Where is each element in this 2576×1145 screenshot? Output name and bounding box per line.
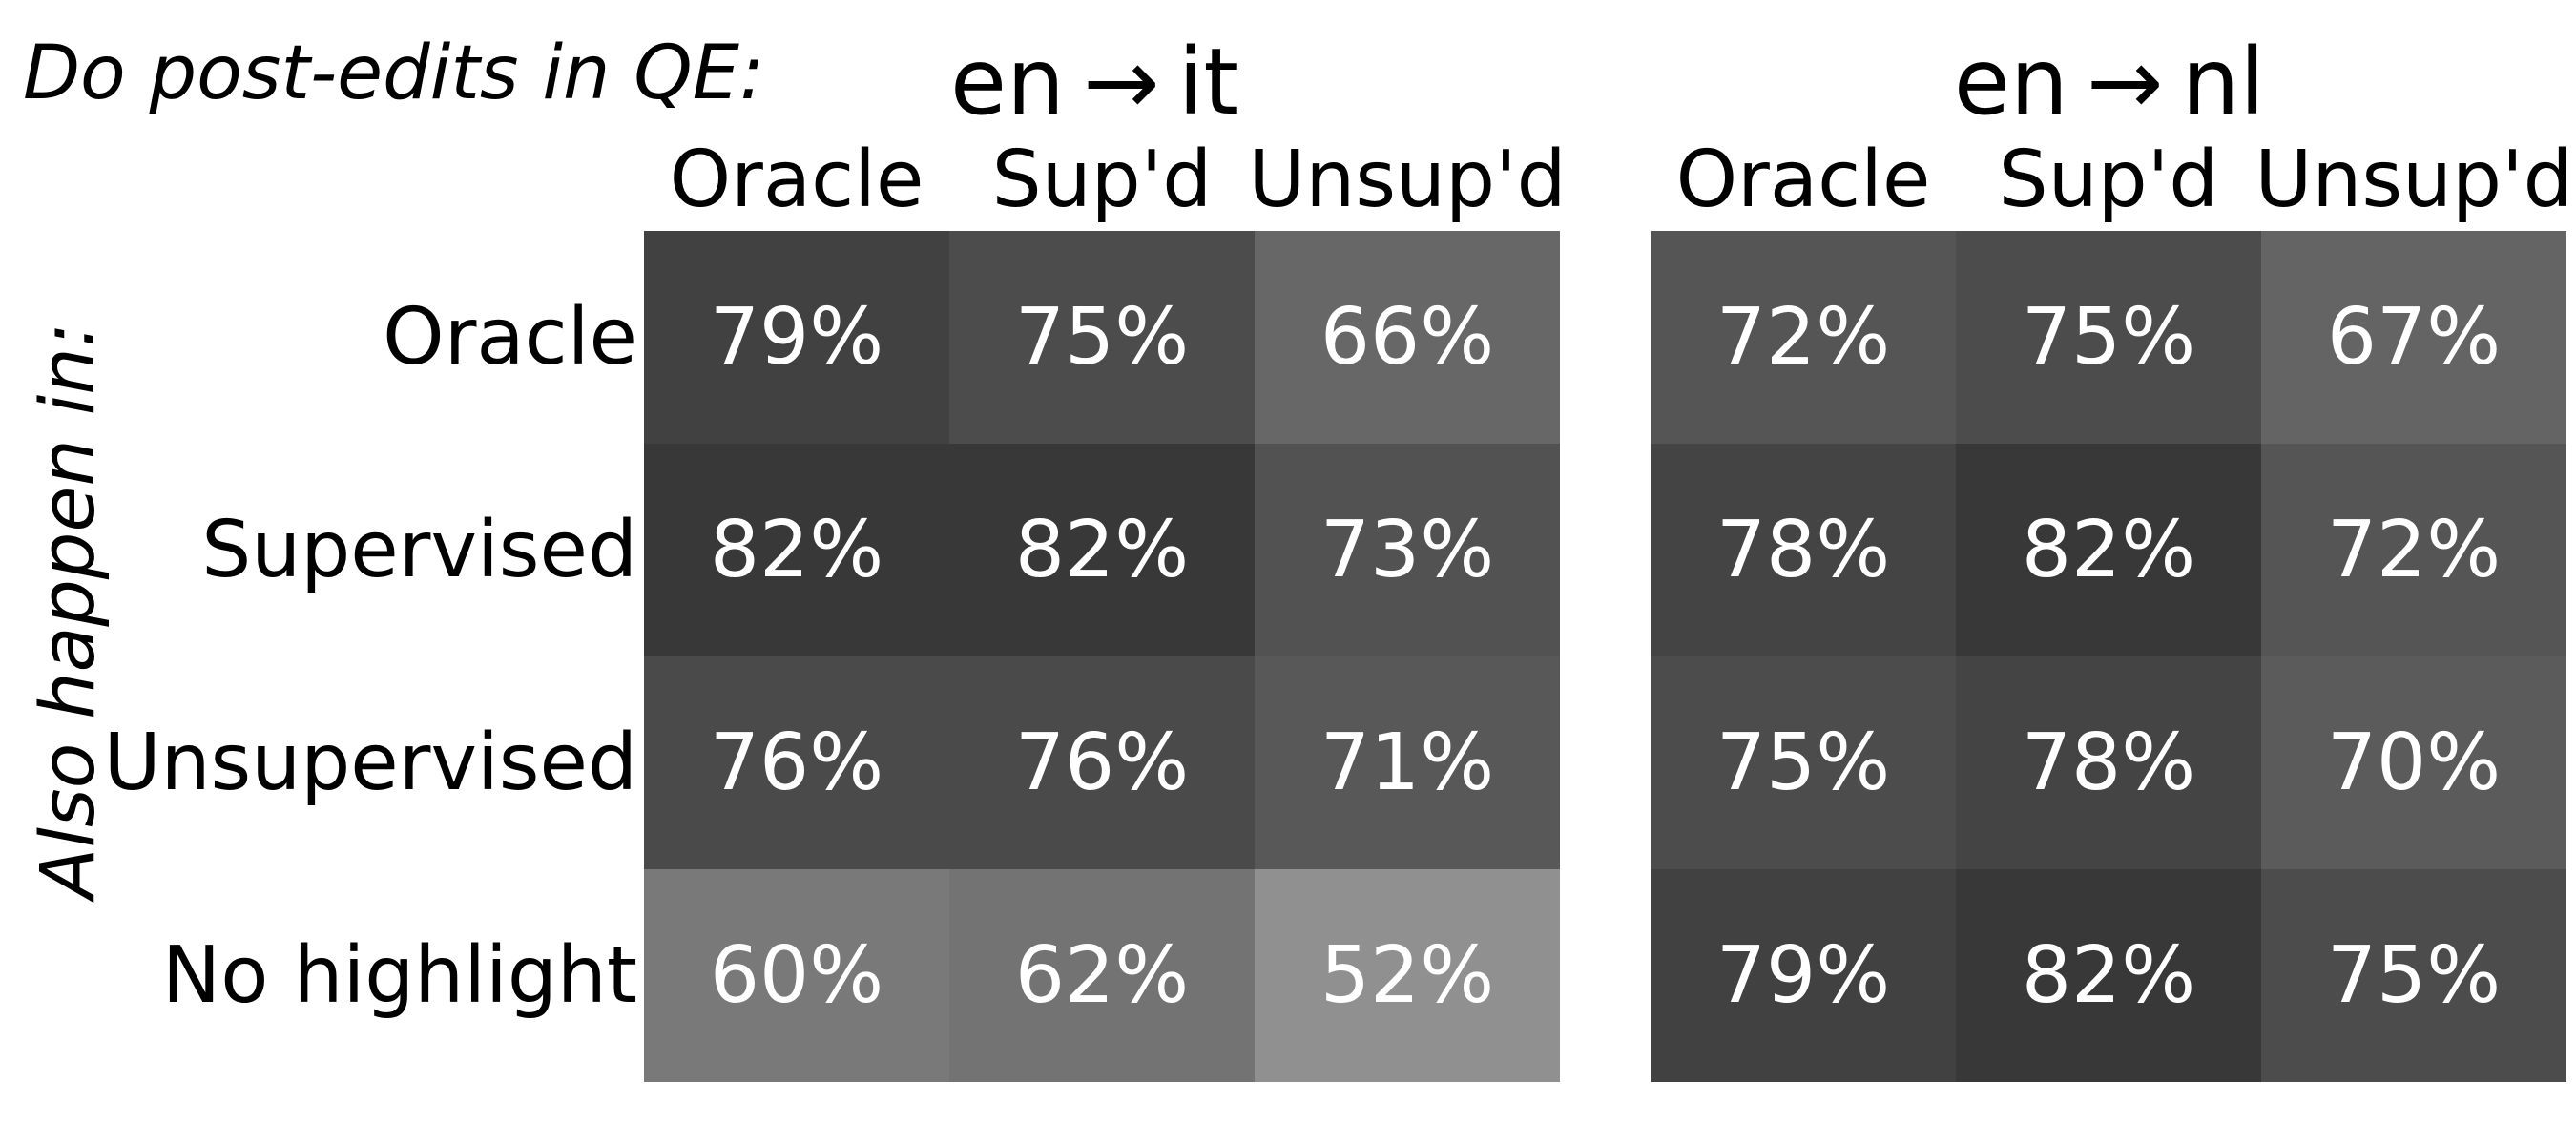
heatmap-cell: 82% — [644, 444, 949, 656]
column-label: Oracle — [669, 135, 924, 225]
heatmap-grid: 79% 75% 66% 82% 82% 73% 76% 76% 71% 60% 62% 52% — [644, 231, 1560, 1082]
heatmap-cell: 76% — [949, 656, 1255, 869]
heatmap-cell: 75% — [2261, 869, 2566, 1082]
heatmap-cell: 75% — [1651, 656, 1956, 869]
heatmap-cell: 78% — [1956, 656, 2261, 869]
heatmap-cell: 71% — [1255, 656, 1560, 869]
figure-title: Do post-edits in QE: — [23, 31, 765, 116]
heatmap-cell: 62% — [949, 869, 1255, 1082]
column-label: Unsup'd — [1248, 135, 1567, 225]
heatmap-cell: 78% — [1651, 444, 1956, 656]
heatmap-cell: 75% — [1956, 231, 2261, 444]
panel-title: en → it — [950, 29, 1239, 135]
heatmap-grid: 72% 75% 67% 78% 82% 72% 75% 78% 70% 79% 82% 75% — [1651, 231, 2566, 1082]
heatmap-cell: 73% — [1255, 444, 1560, 656]
heatmap-cell: 52% — [1255, 869, 1560, 1082]
row-label: Supervised — [201, 504, 637, 595]
column-label: Sup'd — [1998, 135, 2219, 225]
row-label: No highlight — [161, 929, 637, 1021]
heatmap-cell: 82% — [1956, 869, 2261, 1082]
heatmap-cell: 70% — [2261, 656, 2566, 869]
heatmap-cell: 76% — [644, 656, 949, 869]
panel-en-it: en → it Oracle Sup'd Unsup'd 79% 75% 66% 82% 82… — [644, 36, 1567, 1082]
heatmap-cell: 79% — [644, 231, 949, 444]
row-label: Oracle — [383, 291, 637, 383]
heatmap-cell: 82% — [949, 444, 1255, 656]
heatmap-cell: 60% — [644, 869, 949, 1082]
panel-title: en → nl — [1953, 29, 2266, 135]
heatmap-cell: 72% — [2261, 444, 2566, 656]
heatmap-cell: 79% — [1651, 869, 1956, 1082]
heatmap-cell: 82% — [1956, 444, 2261, 656]
column-label: Unsup'd — [2254, 135, 2573, 225]
column-label: Sup'd — [991, 135, 1213, 225]
row-label: Unsupervised — [103, 717, 637, 808]
heatmap-cell: 67% — [2261, 231, 2566, 444]
heatmap-cell: 72% — [1651, 231, 1956, 444]
heatmap-cell: 66% — [1255, 231, 1560, 444]
heatmap-cell: 75% — [949, 231, 1255, 444]
column-label: Oracle — [1675, 135, 1931, 225]
